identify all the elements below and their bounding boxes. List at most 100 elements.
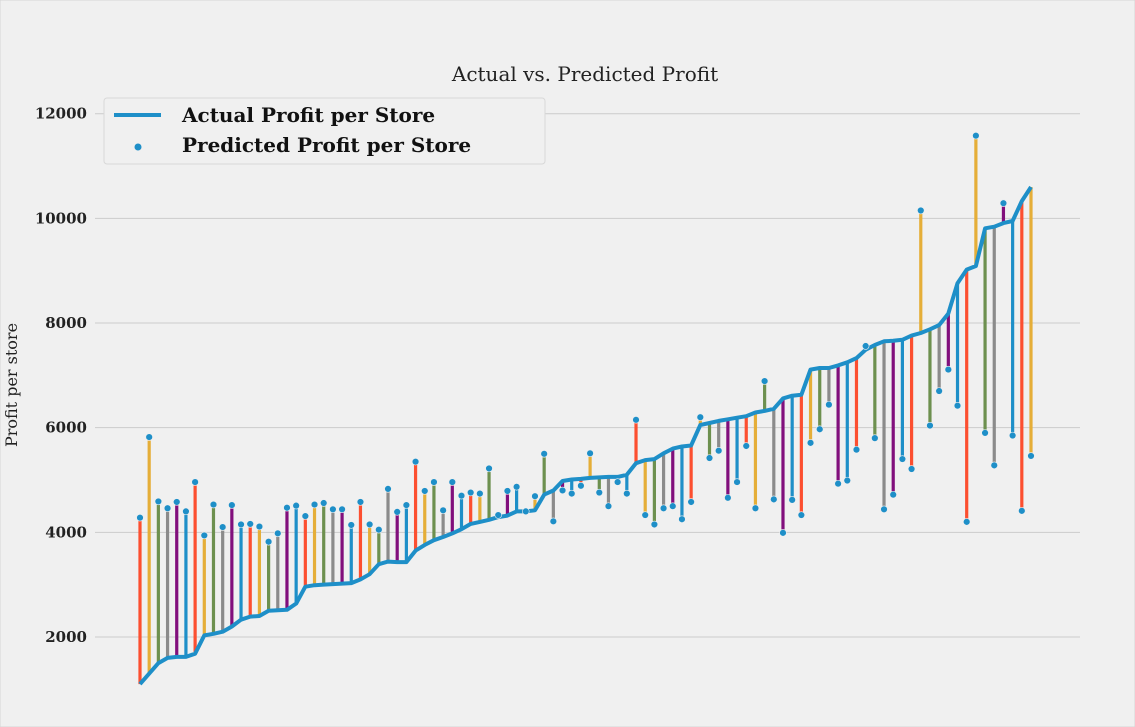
predicted-point	[448, 478, 457, 486]
predicted-point	[770, 495, 778, 504]
predicted-point	[182, 507, 190, 516]
actual-profit-line	[138, 185, 1033, 686]
predicted-point	[687, 498, 695, 506]
predicted-point	[522, 507, 530, 516]
predicted-point	[742, 442, 750, 450]
predicted-point	[255, 522, 264, 531]
predicted-point	[274, 529, 282, 538]
residual-lines	[138, 135, 1033, 685]
predicted-point	[549, 517, 558, 526]
predicted-point	[329, 505, 337, 513]
y-tick-label: 6000	[45, 419, 87, 437]
predicted-point	[806, 439, 815, 447]
y-axis-label: Profit per store	[2, 323, 21, 447]
predicted-point	[816, 425, 824, 433]
predicted-point	[218, 523, 227, 531]
predicted-point	[797, 511, 806, 519]
predicted-point	[393, 508, 401, 516]
predicted-point	[871, 434, 879, 442]
y-tick-label: 10000	[35, 209, 87, 227]
predicted-point	[356, 498, 365, 506]
predicted-point	[641, 511, 649, 519]
predicted-point	[714, 446, 723, 455]
predicted-point	[981, 429, 989, 437]
predicted-point	[320, 499, 328, 507]
predicted-point	[1027, 452, 1035, 460]
predicted-point	[292, 501, 300, 510]
predicted-point	[779, 529, 787, 537]
predicted-point	[476, 489, 484, 498]
predicted-point	[935, 387, 943, 395]
predicted-point	[531, 492, 539, 500]
predicted-point	[577, 482, 585, 490]
predicted-point	[503, 487, 512, 495]
predicted-point	[283, 504, 291, 512]
predicted-point	[301, 512, 310, 520]
predicted-point	[669, 502, 677, 510]
predicted-point	[705, 454, 714, 462]
predicted-point	[365, 520, 374, 529]
predicted-point	[907, 465, 916, 473]
predicted-point	[696, 413, 705, 421]
predicted-point	[145, 433, 153, 441]
predicted-point	[917, 206, 925, 215]
predicted-point	[926, 421, 934, 430]
predicted-point	[338, 505, 346, 513]
predicted-point	[209, 500, 218, 509]
predicted-point	[228, 501, 236, 509]
predicted-point	[173, 498, 181, 506]
predicted-point	[568, 489, 576, 498]
predicted-point	[430, 478, 438, 486]
predicted-point	[724, 494, 732, 502]
predicted-point	[834, 479, 842, 488]
predicted-point	[1008, 431, 1017, 440]
predicted-point	[466, 488, 475, 497]
predicted-point	[972, 131, 980, 140]
predicted-point	[512, 483, 521, 491]
y-tick-label: 12000	[35, 105, 87, 123]
predicted-point	[347, 521, 355, 529]
predicted-point	[604, 502, 613, 510]
predicted-point	[402, 501, 411, 509]
y-tick-labels: 2000 4000 6000 8000 10000 12000	[35, 105, 87, 646]
predicted-point	[485, 464, 493, 473]
predicted-point	[384, 485, 392, 493]
legend: Actual Profit per Store Predicted Profit…	[103, 97, 546, 165]
predicted-point	[246, 520, 254, 528]
predicted-point	[540, 450, 548, 458]
predicted-point	[760, 377, 769, 385]
predicted-point	[999, 199, 1008, 207]
predicted-point	[191, 478, 199, 486]
predicted-point	[457, 491, 466, 500]
predicted-point	[163, 504, 172, 512]
predicted-points	[136, 131, 1035, 546]
predicted-point	[613, 478, 622, 486]
predicted-point	[154, 497, 163, 506]
predicted-point	[264, 538, 273, 546]
predicted-point	[843, 476, 851, 485]
predicted-point	[733, 478, 741, 486]
predicted-point	[375, 526, 383, 534]
actual-line-layer	[138, 185, 1033, 686]
y-tick-label: 2000	[45, 628, 87, 646]
predicted-point	[889, 490, 897, 499]
predicted-point	[861, 342, 870, 350]
predicted-point	[953, 401, 962, 410]
predicted-point	[678, 515, 686, 523]
predicted-point	[898, 455, 907, 463]
predicted-point	[586, 449, 594, 458]
predicted-point	[944, 365, 953, 374]
y-tick-label: 8000	[45, 314, 87, 332]
predicted-point	[632, 416, 640, 424]
predicted-point	[310, 500, 319, 509]
predicted-point	[558, 486, 567, 495]
predicted-point	[852, 445, 861, 454]
predicted-point	[237, 520, 245, 529]
legend-actual-label: Actual Profit per Store	[181, 103, 435, 127]
predicted-point	[1018, 507, 1026, 515]
predicted-point	[494, 511, 502, 519]
predicted-point	[650, 520, 659, 529]
predicted-point	[411, 457, 420, 466]
